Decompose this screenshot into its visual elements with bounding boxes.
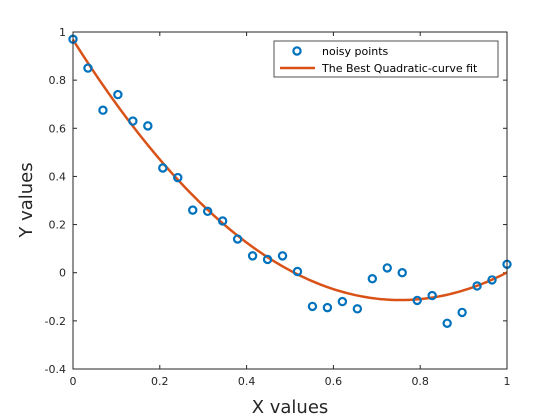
scatter-point (457, 307, 467, 318)
scatter-point (262, 254, 273, 265)
x-tick-label: 0.8 (411, 375, 429, 388)
x-tick-label: 0.6 (325, 375, 343, 388)
scatter-point (307, 301, 318, 312)
y-tick-label: 1 (59, 26, 66, 39)
y-tick-label: -0.4 (45, 363, 66, 376)
x-tick-labels: 0 0.2 0.4 0.6 0.8 1 (70, 375, 511, 388)
scatter-point (397, 268, 407, 278)
scatter-point (367, 274, 378, 284)
y-tick-label: 0 (59, 267, 66, 280)
scatter-point (427, 290, 437, 301)
scatter-point (382, 263, 392, 273)
scatter-point (412, 295, 422, 306)
legend-label-quadratic-fit: The Best Quadratic-curve fit (321, 62, 478, 75)
scatter-point (173, 172, 183, 183)
plot-background (73, 32, 507, 369)
legend-marker-noisy-points (292, 46, 302, 56)
y-tick-label: -0.2 (45, 315, 66, 328)
x-tick-label: 0.2 (151, 375, 169, 388)
scatter-point (322, 302, 333, 313)
scatter-point (352, 304, 363, 314)
x-axis-label: X values (252, 397, 329, 418)
scatter-point (232, 234, 243, 244)
scatter-point (337, 296, 348, 307)
x-tick-label: 0.4 (238, 375, 256, 388)
legend-box (273, 40, 499, 78)
scatter-point (128, 116, 138, 126)
scatter-point (277, 251, 288, 261)
y-axis-label: Y values (16, 162, 37, 238)
legend-label-noisy-points: noisy points (322, 45, 389, 58)
y-tick-label: 0.8 (49, 74, 67, 87)
scatter-point (143, 121, 153, 131)
y-tick-label: 0.4 (49, 170, 67, 183)
x-tick-label: 0 (70, 375, 77, 388)
scatter-point (202, 206, 213, 217)
scatter-point (247, 251, 258, 261)
scatter-point (487, 275, 497, 285)
legend: noisy points The Best Quadratic-curve fi… (273, 40, 499, 78)
scatter-point (217, 216, 228, 226)
scatter-point (83, 63, 93, 73)
y-tick-label: 0.2 (49, 219, 67, 232)
scatter-point (158, 163, 168, 173)
x-tick-label: 1 (504, 375, 511, 388)
scatter-point (292, 266, 303, 277)
plot-frame (72, 31, 508, 370)
y-tick-labels: -0.4 -0.2 0 0.2 0.4 0.6 0.8 1 (45, 26, 66, 376)
scatter-point (188, 205, 198, 215)
scatter-point (472, 281, 482, 291)
scatter-point (98, 105, 108, 115)
scatter-point (113, 89, 123, 100)
scatter-point (442, 318, 452, 328)
y-tick-label: 0.6 (49, 122, 67, 135)
